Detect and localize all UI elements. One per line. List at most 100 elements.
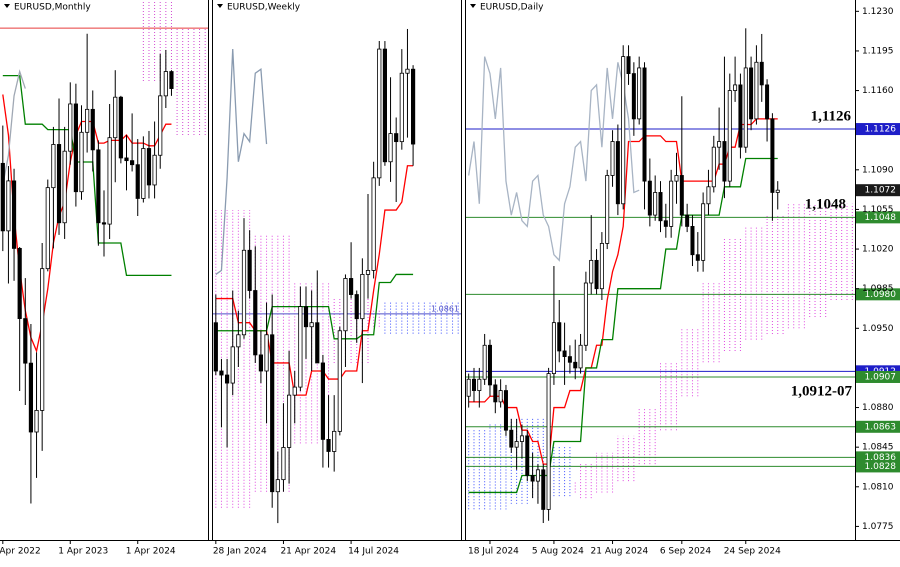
candle-body: [135, 164, 140, 199]
candle-body: [270, 334, 275, 493]
candle-body: [770, 118, 775, 193]
candle-body: [241, 249, 247, 336]
level-label-box: [856, 123, 900, 136]
level-label: 1.0863: [865, 422, 897, 432]
x-tick-label: 28 Jan 2024: [213, 547, 267, 557]
level-label: 1.1048: [865, 213, 897, 223]
level-label-box: [856, 451, 900, 464]
candle-body: [101, 222, 107, 225]
candle-body: [118, 96, 123, 159]
indicator-line: [215, 49, 268, 275]
candle-body: [377, 48, 382, 179]
candle-body: [519, 435, 524, 442]
candle-body: [73, 103, 78, 193]
candle-body: [399, 72, 404, 143]
x-tick-label: 24 Sep 2024: [724, 547, 781, 557]
candle-body: [557, 322, 562, 352]
x-tick-label: 21 Aug 2024: [591, 547, 649, 557]
candle-body: [562, 350, 567, 358]
candle-body: [6, 180, 11, 232]
indicator-line: [2, 74, 172, 277]
candle-body: [514, 441, 519, 448]
candle-body: [674, 175, 679, 182]
candle-body: [45, 187, 50, 270]
candle-body: [56, 144, 62, 224]
candle-body: [62, 150, 67, 224]
candle-body: [224, 374, 230, 384]
candle-body: [365, 270, 371, 275]
price-label: 1.1072: [865, 186, 897, 196]
y-tick-label: 1.0845: [862, 443, 894, 453]
candle-body: [315, 322, 320, 364]
candle-body: [578, 344, 583, 369]
candle-body: [775, 189, 780, 193]
candle-body: [722, 141, 727, 182]
candle-body: [727, 90, 732, 182]
candle-body: [163, 71, 168, 97]
candle-body: [621, 56, 626, 205]
candle-body: [219, 370, 224, 376]
annotation: 1,1048: [805, 196, 846, 212]
candle-body: [281, 447, 286, 481]
candle-body: [152, 154, 157, 186]
candle-body: [326, 439, 331, 452]
indicator-line: [468, 157, 778, 494]
chart-title: EURUSD,Monthly: [14, 3, 91, 13]
candle-body: [626, 56, 631, 74]
x-tick-label: 21 Apr 2024: [280, 547, 336, 557]
price-label-box: [856, 184, 900, 197]
y-tick-label: 1.1195: [862, 46, 894, 56]
candle-body: [141, 148, 146, 199]
candle-body: [653, 192, 658, 216]
candle-body: [642, 67, 647, 182]
y-tick-label: 1.1055: [862, 205, 894, 215]
y-tick-label: 1.0950: [862, 324, 894, 334]
candle-body: [382, 48, 388, 163]
candle-body: [388, 133, 393, 163]
chart-title: EURUSD,Daily: [480, 3, 544, 13]
candle-body: [754, 61, 759, 120]
candle-body: [631, 73, 636, 120]
level-label: 1.1126: [865, 125, 897, 135]
candle-body: [158, 95, 163, 156]
level-label: 1.0828: [865, 462, 897, 472]
candle-body: [298, 306, 303, 388]
candle-body: [573, 361, 578, 369]
candle-body: [348, 278, 354, 295]
candle-body: [410, 68, 416, 145]
candle-body: [124, 157, 129, 162]
candle-body: [68, 103, 73, 152]
y-tick-label: 1.1020: [862, 245, 894, 255]
chart-panel: 1.0861 EURUSD,Weekly: [213, 0, 461, 524]
candle-body: [303, 306, 309, 328]
title-bg: [466, 0, 546, 13]
title-arrow: [4, 4, 10, 8]
candle-body: [51, 144, 56, 189]
candle-body: [230, 346, 235, 384]
candle-body: [236, 334, 241, 348]
chart-panel: EURUSD,Monthly: [0, 0, 208, 504]
level-label-box: [856, 288, 900, 301]
x-tick-label: 18 Jul 2024: [468, 547, 519, 557]
candle-body: [253, 290, 258, 356]
candle-body: [23, 318, 28, 364]
candle-body: [679, 175, 684, 216]
candle-body: [28, 362, 34, 433]
candle-body: [34, 409, 39, 433]
candle-body: [493, 384, 498, 403]
candle-body: [743, 67, 748, 148]
x-tick-label: 6 Sep 2024: [660, 547, 712, 557]
y-tick-label: 1.0775: [862, 522, 894, 532]
level-label: 1.0907: [865, 372, 897, 382]
candle-body: [567, 356, 572, 363]
candle-body: [471, 378, 476, 391]
chart-title: EURUSD,Weekly: [227, 3, 301, 13]
candle-body: [663, 220, 668, 227]
candle-body: [509, 429, 514, 448]
annotation: 1,0912-07: [791, 383, 853, 399]
candle-body: [107, 137, 112, 225]
candle-body: [669, 180, 674, 227]
title-bg: [213, 0, 293, 13]
